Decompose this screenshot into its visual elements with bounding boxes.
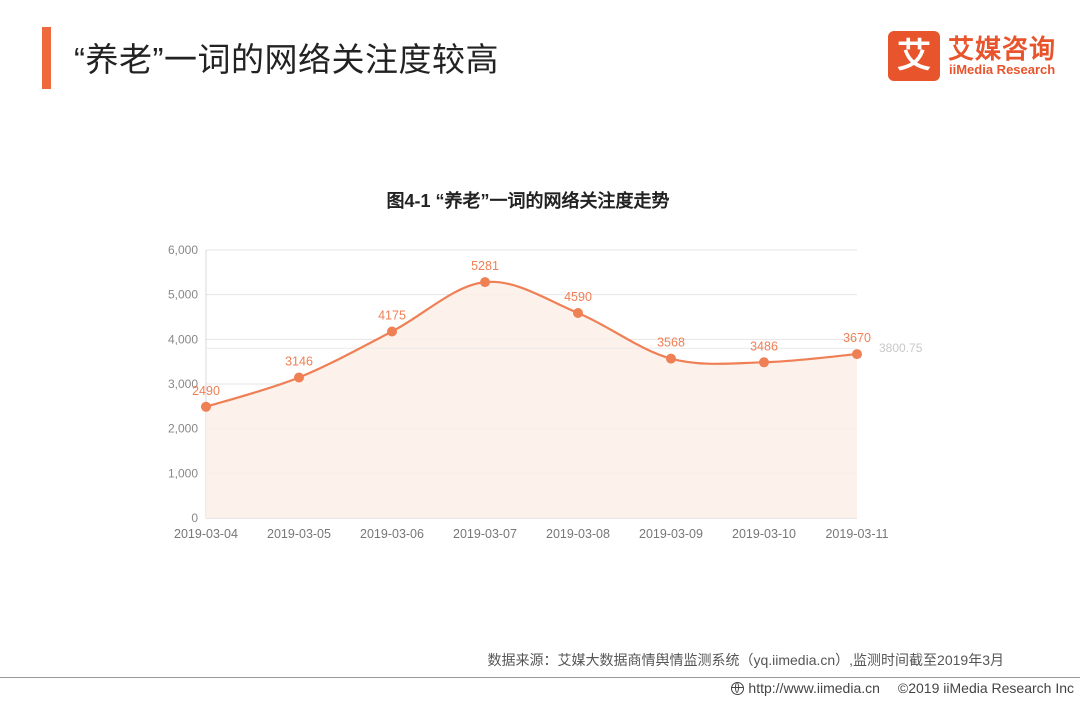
data-point (573, 307, 583, 318)
x-tick-label: 2019-03-08 (546, 527, 610, 541)
data-point (852, 349, 862, 360)
x-tick-label: 2019-03-06 (360, 527, 424, 541)
globe-icon (731, 682, 745, 695)
y-tick-label: 6,000 (168, 243, 198, 257)
y-tick-label: 0 (191, 511, 198, 525)
data-point (480, 277, 490, 288)
data-label: 3568 (657, 336, 685, 350)
data-point (201, 401, 211, 412)
y-tick-label: 1,000 (168, 466, 198, 480)
x-tick-label: 2019-03-05 (267, 527, 331, 541)
logo-name-en: iiMedia Research (949, 62, 1056, 77)
page-title: “养老”一词的网络关注度较高 (74, 41, 499, 78)
average-line-label: 3800.75 (879, 341, 923, 355)
series-line (205, 280, 858, 408)
x-tick-label: 2019-03-04 (174, 527, 238, 541)
footer-url[interactable]: http://www.iimedia.cn (748, 680, 880, 696)
data-label: 3146 (285, 354, 313, 368)
logo-mark-icon: 艾 (888, 31, 940, 81)
y-tick-label: 5,000 (168, 288, 198, 302)
data-source-note: 数据来源：艾媒大数据商情舆情监测系统（yq.iimedia.cn）,监测时间截至… (487, 652, 1004, 668)
logo-name-cn: 艾媒咨询 (948, 34, 1057, 64)
data-label: 3486 (750, 339, 778, 353)
y-tick-label: 3,000 (168, 377, 198, 391)
data-label: 5281 (471, 259, 499, 273)
x-tick-label: 2019-03-07 (453, 527, 517, 541)
data-label: 2490 (192, 384, 220, 398)
title-accent-bar (42, 27, 51, 89)
x-tick-label: 2019-03-10 (732, 527, 796, 541)
chart-title: 图4-1 “养老”一词的网络关注度走势 (386, 191, 670, 211)
data-point (387, 326, 397, 337)
x-tick-label: 2019-03-09 (639, 527, 703, 541)
y-tick-label: 2,000 (168, 422, 198, 436)
footer-copyright: ©2019 iiMedia Research Inc (897, 680, 1074, 696)
footer: http://www.iimedia.cn ©2019 iiMedia Resea… (731, 680, 1074, 696)
iimedia-logo: 艾 艾媒咨询 iiMedia Research (888, 29, 1068, 83)
data-label: 3670 (843, 331, 871, 345)
footer-divider (0, 677, 1080, 678)
data-label: 4590 (564, 290, 592, 304)
x-tick-label: 2019-03-11 (825, 527, 888, 541)
data-point (759, 357, 769, 368)
data-point (666, 353, 676, 364)
data-label: 4175 (378, 309, 406, 323)
series-area (206, 281, 857, 518)
data-point (294, 372, 304, 383)
y-tick-label: 4,000 (168, 332, 198, 346)
